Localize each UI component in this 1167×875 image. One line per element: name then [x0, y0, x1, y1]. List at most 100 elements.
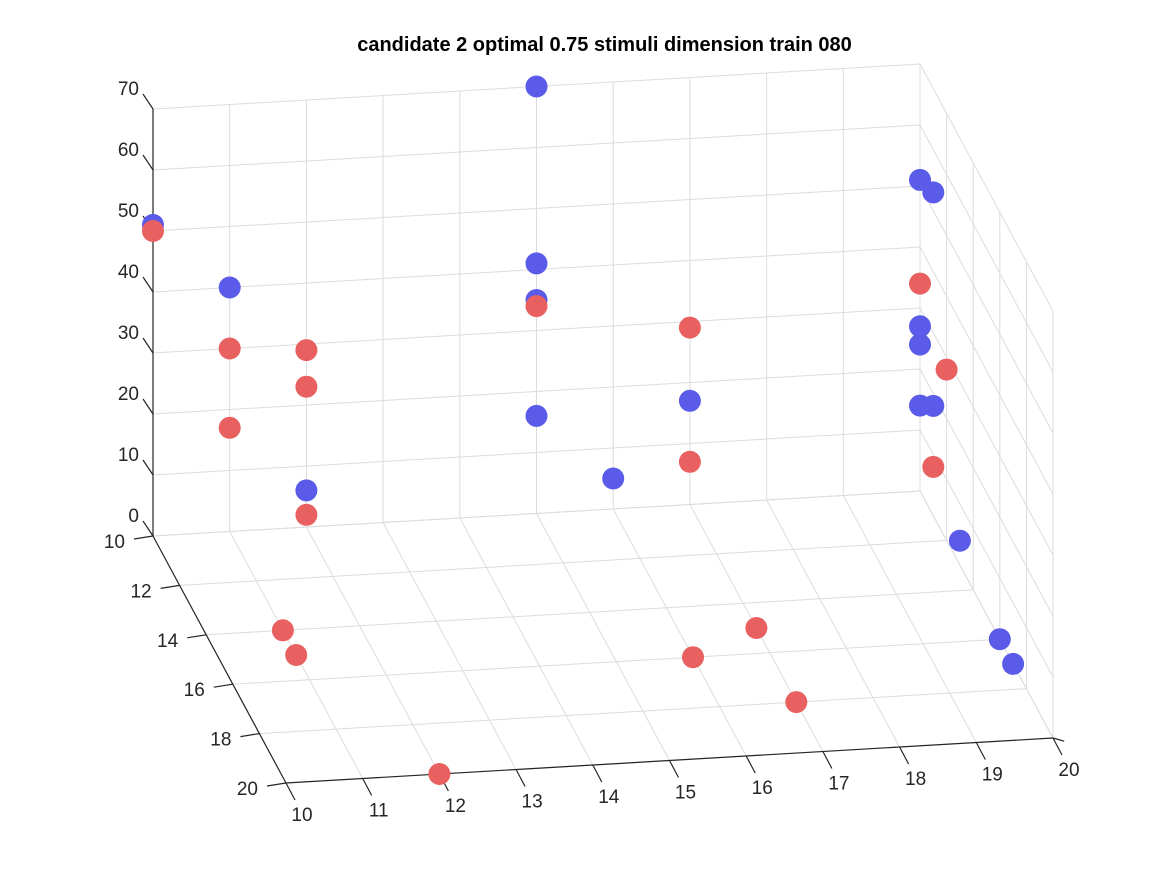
side-wall-gridline-z: [919, 246, 1054, 495]
scatter-point-series-2: [909, 272, 931, 295]
x-tick-label: 12: [445, 796, 466, 817]
y-tick-label: 12: [130, 581, 151, 602]
x-tick-label: 14: [598, 787, 620, 808]
scatter-point-series-1: [922, 394, 945, 417]
z-tick: [142, 398, 154, 415]
scatter-point-series-2: [935, 358, 958, 381]
floor-gridline-x: [459, 517, 594, 766]
back-wall-gridline-z: [152, 124, 921, 171]
x-tick: [1052, 737, 1063, 756]
z-tick-label: 50: [118, 201, 139, 222]
x-tick-label: 11: [369, 801, 389, 822]
scatter-point-series-2: [218, 416, 241, 439]
x-tick-label: 13: [522, 792, 543, 813]
z-tick: [142, 459, 154, 476]
side-wall-gridline-z: [919, 124, 1054, 373]
y-tick-label: 14: [157, 631, 179, 652]
y-tick-label: 18: [210, 730, 231, 751]
floor-gridline-x: [536, 513, 670, 761]
scatter-point-series-1: [678, 389, 701, 412]
scatter-point-series-2: [285, 644, 308, 666]
x-tick: [285, 782, 296, 801]
x-tick: [362, 778, 373, 796]
x-tick: [745, 755, 756, 774]
scatter-point-series-2: [218, 337, 241, 360]
x-tick: [668, 760, 680, 778]
scatter-point-series-2: [525, 295, 548, 318]
side-wall-gridline-z: [919, 490, 1054, 739]
scatter-point-series-1: [1002, 652, 1025, 675]
scatter-point-series-1: [525, 75, 548, 98]
y-axis-line: [152, 535, 287, 784]
floor-gridline-x: [842, 495, 977, 743]
scatter-point-series-2: [678, 450, 701, 473]
scatter-point-series-1: [295, 479, 318, 502]
x-tick-label: 18: [905, 769, 926, 790]
x-tick-label: 17: [828, 774, 849, 795]
scatter-point-series-2: [295, 375, 318, 398]
floor-gridline-y: [206, 589, 974, 636]
back-wall-gridline-z: [152, 490, 921, 537]
scatter-point-series-1: [525, 252, 548, 275]
z-tick-label: 40: [118, 262, 139, 283]
y-tick-label: 20: [237, 779, 258, 800]
scatter-point-series-2: [922, 455, 945, 478]
y-tick: [160, 584, 180, 589]
x-tick: [975, 742, 986, 760]
z-tick-label: 60: [118, 140, 139, 161]
scatter-point-series-2: [682, 646, 704, 669]
y-tick: [187, 634, 207, 639]
scatter-point-series-2: [295, 503, 318, 526]
z-tick: [142, 154, 154, 171]
x-tick: [515, 769, 526, 787]
floor-gridline-x: [766, 499, 901, 748]
y-tick: [266, 782, 287, 787]
scatter-point-series-2: [271, 619, 294, 642]
z-tick: [142, 276, 154, 293]
scatter-point-series-1: [602, 467, 625, 490]
scatter-point-series-2: [785, 691, 808, 714]
side-wall-gridline-z: [919, 307, 1054, 556]
z-tick-label: 70: [118, 79, 139, 100]
grid-layer: [152, 63, 1054, 784]
x-tick-label: 20: [1058, 760, 1079, 781]
floor-gridline-y: [179, 539, 947, 586]
scatter-point-series-1: [909, 333, 931, 356]
floor-gridline-x: [612, 508, 747, 757]
z-tick: [142, 520, 154, 537]
y-tick-label: 10: [104, 532, 125, 553]
scatter-point-series-1: [922, 181, 945, 204]
x-tick: [592, 764, 603, 783]
x-tick: [822, 751, 833, 769]
y-tick: [213, 683, 233, 688]
z-tick-label: 30: [118, 323, 139, 344]
tick-label-layer: 10 11 12 13 14 15 16 17 18 19 20101214161820010203…: [104, 79, 1080, 826]
back-wall-gridline-z: [152, 429, 921, 476]
x-tick-label: 16: [752, 778, 773, 799]
scatter-point-series-1: [218, 276, 241, 299]
back-wall-gridline-z: [152, 368, 921, 415]
x-tick: [899, 746, 910, 765]
y-tick: [240, 733, 260, 738]
x-tick-label: 10: [291, 805, 312, 826]
scatter-point-series-1: [988, 628, 1011, 651]
y-tick: [133, 535, 154, 540]
back-wall-gridline-z: [152, 185, 921, 232]
floor-gridline-x: [382, 522, 517, 770]
chart-title: candidate 2 optimal 0.75 stimuli dimensi…: [357, 34, 852, 56]
x-tick-label: 15: [675, 783, 696, 804]
back-wall-gridline-z: [152, 307, 921, 354]
floor-gridline-y: [259, 688, 1027, 735]
z-tick: [142, 337, 154, 354]
point-layer: [142, 75, 1025, 785]
side-wall-gridline-z: [919, 185, 1054, 434]
scatter-point-series-1: [909, 315, 931, 338]
axis-layer: [133, 93, 1065, 801]
floor-gridline-x: [305, 526, 440, 775]
scatter-point-series-2: [142, 220, 164, 242]
floor-gridline-y: [232, 638, 1000, 685]
scatter-point-series-1: [948, 529, 971, 552]
z-tick: [142, 93, 154, 110]
